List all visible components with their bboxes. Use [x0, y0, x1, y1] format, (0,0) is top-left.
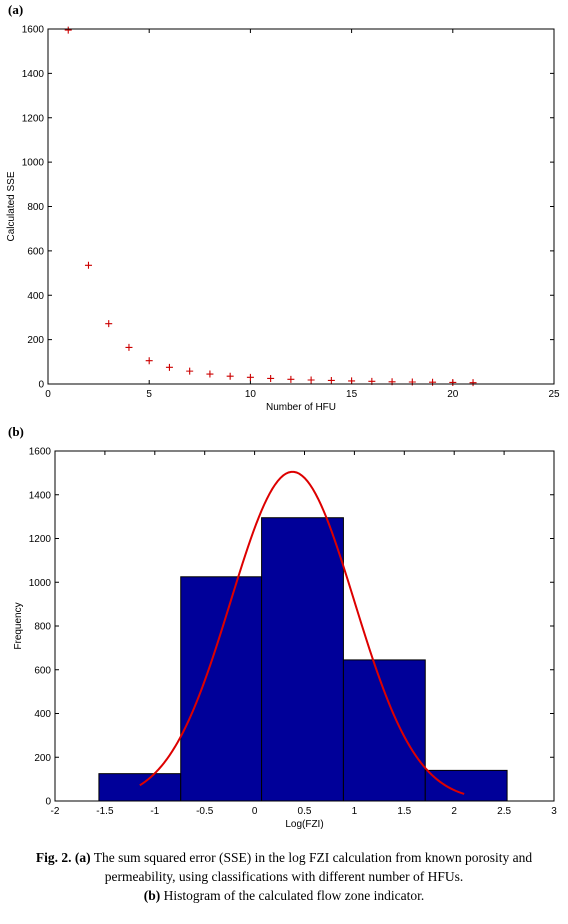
- fzi-ytick-label: 1000: [29, 578, 52, 589]
- sse-data-point: [327, 376, 335, 384]
- sse-ytick-label: 400: [27, 291, 44, 302]
- fzi-xtick-label: -2: [51, 806, 60, 817]
- sse-data-point: [105, 320, 113, 328]
- fzi-ytick-label: 0: [45, 797, 51, 808]
- sse-xtick-label: 20: [447, 389, 459, 400]
- sse-data-point: [307, 376, 315, 384]
- sse-data-point: [226, 372, 234, 380]
- fzi-xtick-label: -0.5: [196, 806, 214, 817]
- sse-xtick-label: 0: [45, 389, 51, 400]
- sse-data-point: [165, 363, 173, 371]
- sse-data-point: [84, 261, 92, 269]
- fzi-xtick-label: -1: [150, 806, 159, 817]
- fzi-xtick-label: 2: [451, 806, 457, 817]
- sse-scatter-chart: 0 200 400 600 800 1000 1200 1400 1600 0 5 10 15 20 25 N…: [6, 25, 560, 414]
- sse-xtick-label: 5: [146, 389, 152, 400]
- fzi-xtick-label: 1.5: [397, 806, 411, 817]
- caption-part-b-label: (b): [143, 888, 161, 903]
- fzi-ytick-label: 1200: [29, 534, 52, 545]
- sse-data-point: [287, 375, 295, 383]
- fzi-normal-fit-curve: [139, 470, 465, 795]
- sse-xtick-label: 15: [346, 389, 358, 400]
- fzi-histogram-bar: [424, 769, 508, 802]
- sse-ytick-label: 1200: [22, 113, 45, 124]
- sse-xlabel: Number of HFU: [266, 402, 336, 413]
- fzi-ylabel: Frequency: [13, 602, 24, 649]
- fzi-xtick-label: 2.5: [497, 806, 511, 817]
- sse-ytick-label: 800: [27, 202, 44, 213]
- fzi-histogram-bar: [261, 517, 344, 802]
- sse-ytick-label: 1400: [22, 69, 45, 80]
- sse-data-point: [449, 378, 457, 386]
- caption-part-b-text: Histogram of the calculated flow zone in…: [163, 888, 425, 903]
- sse-data-point: [206, 370, 214, 378]
- fzi-ytick-label: 600: [34, 665, 51, 676]
- sse-data-point: [469, 379, 477, 387]
- fzi-ytick-label: 200: [34, 753, 51, 764]
- sse-ytick-label: 600: [27, 246, 44, 257]
- caption-part-a-text: The sum squared error (SSE) in the log F…: [93, 850, 533, 884]
- sse-xtick-label: 10: [245, 389, 257, 400]
- fzi-xtick-label: 0.5: [298, 806, 312, 817]
- fzi-ytick-label: 800: [34, 622, 51, 633]
- sse-data-point: [125, 343, 133, 351]
- figure-caption: Fig. 2. (a) The sum squared error (SSE) …: [20, 848, 548, 905]
- sse-data-point: [267, 374, 275, 382]
- panel-b-label: (b): [8, 424, 24, 439]
- sse-plot-frame: [47, 28, 555, 385]
- fzi-plot-frame: [54, 450, 555, 802]
- sse-ylabel: Calculated SSE: [6, 171, 17, 241]
- sse-ytick-label: 0: [38, 380, 44, 391]
- fzi-xtick-label: 1: [352, 806, 358, 817]
- sse-ytick-label: 1600: [22, 25, 45, 36]
- caption-part-a-label: (a): [74, 850, 91, 865]
- fzi-ytick-label: 1400: [29, 490, 52, 501]
- fzi-histogram-bar: [98, 773, 182, 802]
- fzi-xtick-label: -1.5: [96, 806, 114, 817]
- fzi-histogram-bar: [342, 659, 426, 802]
- sse-data-point: [429, 378, 437, 386]
- sse-data-point: [246, 373, 254, 381]
- caption-fig-label: Fig. 2.: [35, 850, 72, 865]
- fzi-histogram-chart: 0 200 400 600 800 1000 1200 1400 1600 -2 -1.5 -1 -0.…: [13, 447, 557, 831]
- sse-data-point: [145, 357, 153, 365]
- panel-a-label: (a): [8, 2, 24, 17]
- fzi-ytick-label: 1600: [29, 447, 52, 458]
- fzi-histogram-bar: [180, 576, 263, 802]
- fzi-ytick-label: 400: [34, 709, 51, 720]
- fzi-xlabel: Log(FZI): [285, 819, 323, 830]
- sse-data-point: [186, 367, 194, 375]
- sse-ytick-label: 200: [27, 335, 44, 346]
- fzi-xtick-label: 3: [551, 806, 557, 817]
- sse-ytick-label: 1000: [22, 158, 45, 169]
- fzi-xtick-label: 0: [252, 806, 258, 817]
- sse-data-point: [348, 377, 356, 385]
- sse-xtick-label: 25: [548, 389, 560, 400]
- sse-data-point: [64, 26, 72, 34]
